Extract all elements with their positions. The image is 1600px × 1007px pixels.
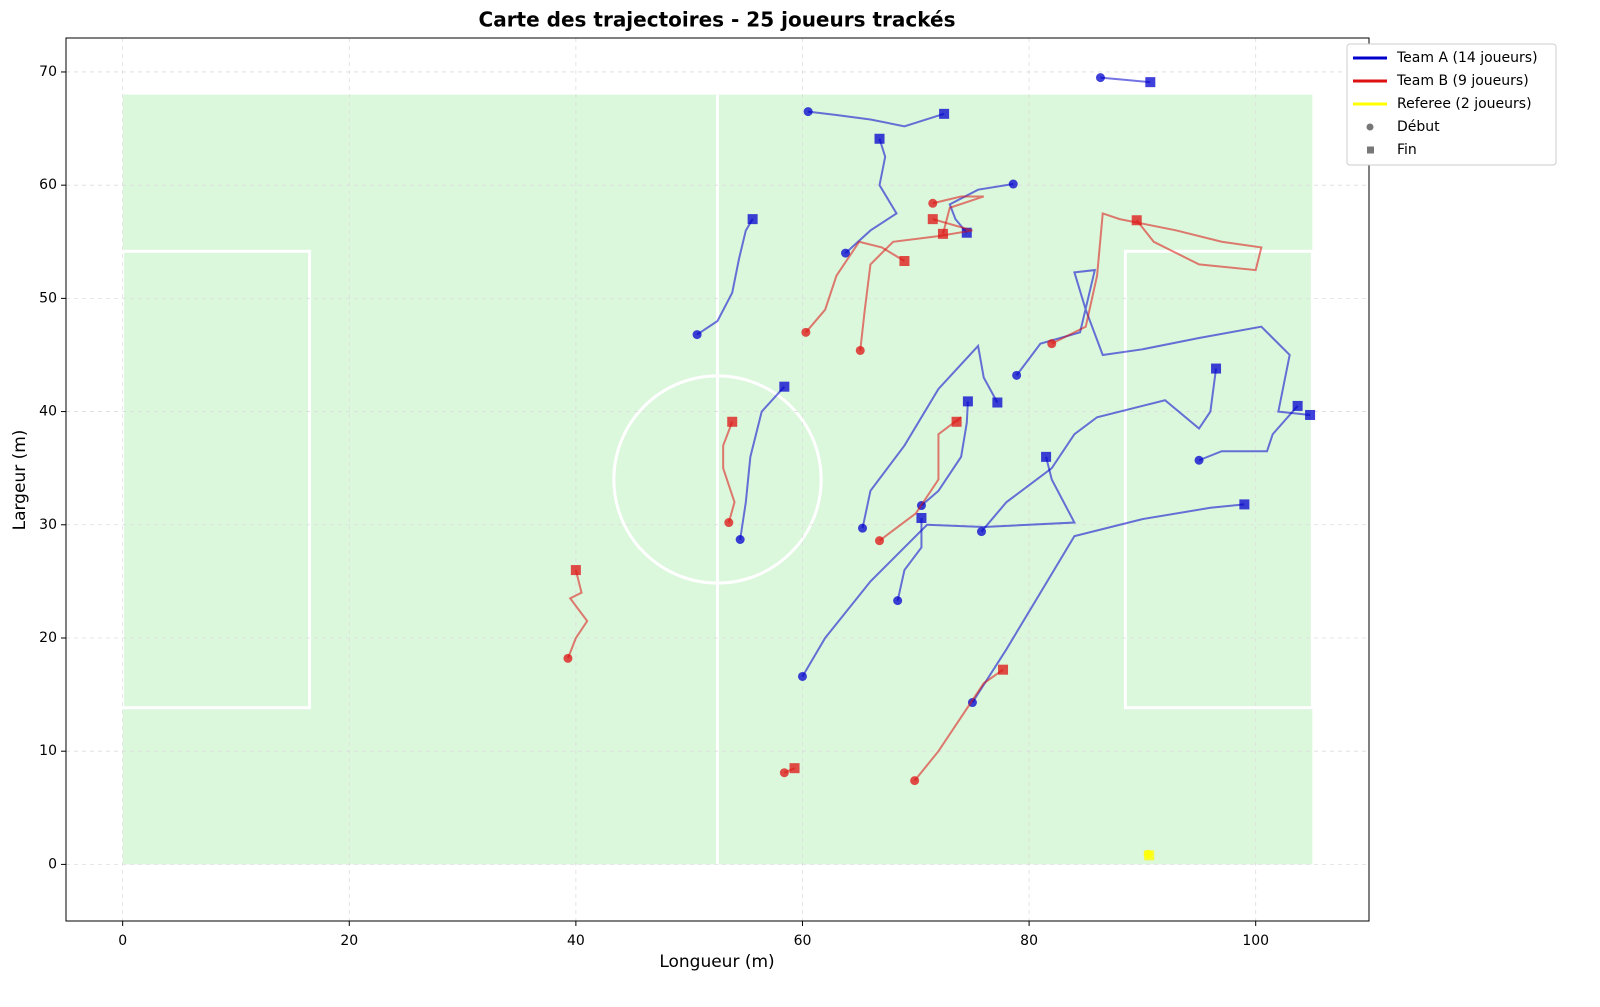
end-marker	[1145, 77, 1156, 88]
y-tick-label: 30	[39, 517, 57, 533]
start-marker	[724, 518, 734, 528]
trajectory-line	[696, 218, 754, 336]
start-marker	[1008, 179, 1018, 189]
end-marker	[1305, 409, 1316, 420]
end-marker	[570, 565, 581, 576]
end-marker	[874, 133, 885, 144]
y-tick-label: 10	[39, 743, 57, 759]
start-marker	[1012, 370, 1022, 380]
x-tick-label: 100	[1242, 933, 1269, 949]
trajectory-line	[808, 110, 945, 128]
x-tick-label: 0	[118, 933, 127, 949]
legend-marker	[1367, 146, 1374, 154]
legend-label: Team B (9 joueurs)	[1396, 73, 1529, 89]
end-marker	[992, 397, 1003, 408]
start-marker	[735, 534, 745, 544]
y-tick-label: 0	[48, 856, 57, 872]
start-marker	[858, 523, 868, 533]
start-marker	[803, 107, 813, 117]
x-axis-label: Longueur (m)	[659, 952, 774, 972]
penalty-box	[1123, 249, 1314, 710]
trajectory-line	[1015, 268, 1311, 416]
trajectory-line	[1198, 405, 1299, 462]
start-marker	[1095, 73, 1105, 83]
y-tick-label: 40	[39, 404, 57, 420]
legend-label: Referee (2 joueurs)	[1397, 96, 1532, 112]
x-tick-label: 40	[567, 933, 585, 949]
end-marker	[961, 227, 972, 238]
end-marker	[927, 214, 938, 225]
x-tick-label: 20	[340, 933, 358, 949]
y-axis-label: Largeur (m)	[10, 430, 30, 531]
start-marker	[855, 345, 865, 355]
start-marker	[875, 536, 885, 546]
end-marker	[1144, 850, 1155, 861]
legend-label: Team A (14 joueurs)	[1396, 50, 1538, 66]
trajectory-line	[920, 401, 969, 507]
trajectory-line	[932, 195, 985, 235]
end-marker	[916, 512, 927, 523]
x-tick-label: 80	[1020, 933, 1038, 949]
end-marker	[779, 381, 790, 392]
center-circle	[612, 374, 823, 585]
y-tick-label: 60	[39, 177, 57, 193]
end-marker	[1211, 363, 1222, 374]
trajectory-line	[859, 218, 973, 351]
end-marker	[1292, 400, 1303, 411]
start-marker	[893, 596, 903, 606]
end-marker	[899, 256, 910, 267]
start-marker	[1047, 339, 1057, 349]
start-marker	[1194, 455, 1204, 465]
start-marker	[779, 768, 789, 778]
trajectory-line	[722, 421, 736, 523]
end-marker	[1239, 499, 1250, 510]
trajectory-line	[1100, 76, 1151, 84]
trajectory-line	[1051, 212, 1263, 345]
plot-frame	[65, 37, 1370, 922]
end-marker	[939, 108, 950, 119]
start-marker	[976, 527, 986, 537]
end-marker	[937, 228, 948, 239]
start-marker	[692, 330, 702, 340]
start-marker	[801, 327, 811, 337]
start-marker	[841, 248, 851, 258]
start-marker	[797, 671, 807, 681]
end-marker	[1131, 215, 1142, 226]
legend-label: Fin	[1397, 142, 1417, 158]
legend-marker	[1366, 123, 1374, 131]
start-marker	[910, 776, 920, 786]
end-marker	[1041, 451, 1052, 462]
y-tick-label: 50	[39, 290, 57, 306]
legend-box	[1346, 43, 1557, 166]
trajectory-line	[971, 503, 1245, 704]
trajectory-line	[896, 517, 923, 601]
start-marker	[928, 198, 938, 208]
trajectory-line	[844, 138, 898, 254]
trajectory-line	[948, 183, 1014, 234]
legend-label: Début	[1397, 119, 1440, 135]
end-marker	[789, 763, 800, 774]
end-marker	[747, 214, 758, 225]
trajectory-line	[861, 343, 999, 529]
trajectory-line	[801, 456, 1077, 677]
end-marker	[998, 664, 1009, 675]
chart-title: Carte des trajectoires - 25 joueurs trac…	[479, 8, 956, 32]
start-marker	[563, 653, 573, 663]
end-marker	[951, 416, 962, 427]
end-marker	[727, 416, 738, 427]
y-tick-label: 70	[39, 64, 57, 80]
trajectory-line	[980, 368, 1218, 533]
trajectory-line	[739, 385, 786, 540]
trajectory-line	[913, 668, 1004, 782]
trajectory-line	[567, 569, 589, 659]
y-tick-label: 20	[39, 630, 57, 646]
end-marker	[962, 396, 973, 407]
x-tick-label: 60	[794, 933, 812, 949]
